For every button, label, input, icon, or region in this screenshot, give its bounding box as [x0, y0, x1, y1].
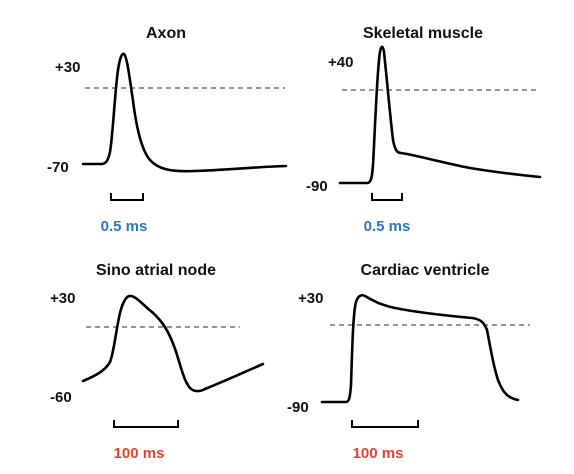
y-top-label: +30	[55, 59, 80, 76]
action-potential-trace	[81, 52, 288, 173]
y-top-label: +40	[328, 54, 353, 71]
time-scale-bar	[351, 420, 419, 428]
panel-title: Cardiac ventricle	[361, 262, 490, 279]
panel-title: Axon	[146, 25, 186, 42]
time-scale-label: 100 ms	[353, 445, 404, 462]
time-scale-bar	[113, 420, 179, 428]
time-scale-bar	[110, 193, 144, 201]
y-bottom-label: -60	[50, 389, 72, 406]
panel-skeletal-muscle: Skeletal muscle +40 -90 0.5 ms	[306, 25, 542, 235]
panel-title: Skeletal muscle	[363, 25, 483, 42]
time-scale-label: 0.5 ms	[101, 218, 148, 235]
panel-axon: Axon +30 -70 0.5 ms	[47, 25, 288, 235]
y-top-label: +30	[50, 290, 75, 307]
panel-sino-atrial-node: Sino atrial node +30 -60 100 ms	[50, 262, 265, 462]
y-bottom-label: -90	[287, 399, 309, 416]
time-scale-label: 0.5 ms	[364, 218, 411, 235]
action-potential-trace	[81, 294, 265, 393]
time-scale-label: 100 ms	[114, 445, 165, 462]
action-potential-trace	[320, 293, 520, 404]
action-potential-trace	[338, 45, 542, 185]
panel-title: Sino atrial node	[96, 262, 216, 279]
time-scale-bar	[371, 193, 403, 201]
panel-cardiac-ventricle: Cardiac ventricle +30 -90 100 ms	[287, 262, 530, 462]
y-bottom-label: -90	[306, 178, 328, 195]
y-top-label: +30	[298, 290, 323, 307]
y-bottom-label: -70	[47, 159, 69, 176]
